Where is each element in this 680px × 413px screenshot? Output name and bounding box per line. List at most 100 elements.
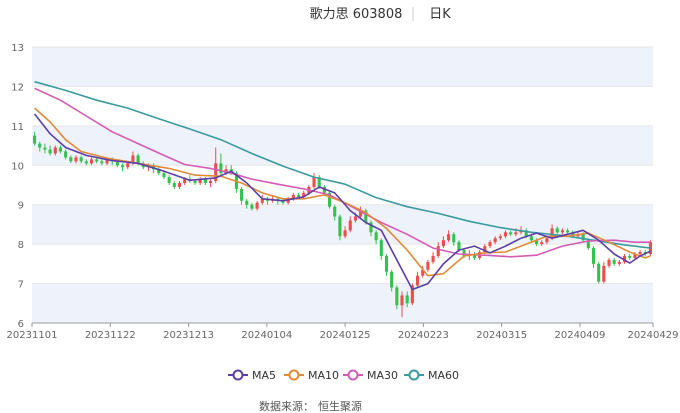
x-tick-label: 20231213 <box>163 330 214 341</box>
candle-body <box>571 232 575 237</box>
candle-body <box>426 261 430 270</box>
candle-body <box>343 230 347 237</box>
candle-body <box>302 192 306 197</box>
candle-body <box>452 234 456 243</box>
candle-body <box>115 161 119 166</box>
candle-body <box>648 242 652 254</box>
candle-body <box>64 151 68 158</box>
candle-body <box>415 275 420 286</box>
candle-body <box>364 210 368 223</box>
candle-body <box>540 242 544 245</box>
candle-body <box>177 183 182 187</box>
candle-body <box>622 255 627 262</box>
legend-item-ma5[interactable]: MA5 <box>228 369 276 382</box>
candle-body <box>208 181 213 184</box>
candle-body <box>296 194 301 197</box>
y-tick-label: 6 <box>18 319 24 330</box>
candle-body <box>162 173 166 178</box>
candle-body <box>219 163 223 174</box>
candle-body <box>79 157 83 162</box>
source-provider: 恒生聚源 <box>318 399 362 413</box>
candle-body <box>483 246 487 253</box>
candle-body <box>545 238 549 243</box>
candle-body <box>503 232 508 237</box>
candle-body <box>555 228 559 233</box>
candle-body <box>353 216 357 221</box>
plot-band-8 <box>32 204 653 245</box>
candle-body <box>183 179 187 184</box>
candle-body <box>131 155 135 164</box>
candle-body <box>535 240 539 245</box>
source-label: 数据来源： <box>259 399 314 413</box>
candle-body <box>612 259 616 264</box>
candle-body <box>493 238 497 243</box>
candle-body <box>203 179 207 184</box>
candle-body <box>550 228 554 239</box>
period-label: 日K <box>429 7 451 22</box>
candle-body <box>560 230 564 233</box>
candle-body <box>260 198 264 203</box>
candle-body <box>157 169 161 174</box>
candle-body <box>405 295 409 304</box>
candle-body <box>95 159 99 162</box>
candle-body <box>566 230 570 233</box>
candle-body <box>53 147 57 154</box>
candle-body <box>462 250 466 256</box>
candle-body <box>172 183 176 187</box>
candle-body <box>384 255 389 272</box>
candle-body <box>291 194 295 199</box>
candle-body <box>89 159 94 164</box>
candle-body <box>488 242 492 247</box>
x-tick-label: 20240429 <box>628 330 679 341</box>
y-tick-label: 12 <box>11 82 24 93</box>
candle-body <box>126 163 130 168</box>
candle-body <box>240 188 244 201</box>
candle-body <box>286 198 290 203</box>
candle-body <box>333 206 337 217</box>
candle-body <box>322 186 326 193</box>
candle-body <box>281 200 285 203</box>
x-tick-label: 20240315 <box>476 330 527 341</box>
legend-ma30-marker <box>347 369 359 381</box>
candle-body <box>447 234 451 241</box>
candle-body <box>250 204 254 209</box>
candle-body <box>431 255 435 262</box>
y-tick-label: 13 <box>11 43 24 54</box>
candle-body <box>514 232 518 235</box>
candle-body <box>369 222 373 233</box>
candle-body <box>105 159 109 164</box>
candle-body <box>121 165 125 168</box>
legend-item-ma60[interactable]: MA60 <box>404 369 459 382</box>
candle-body <box>338 216 342 237</box>
y-tick-label: 7 <box>18 280 24 291</box>
candle-body <box>436 246 440 256</box>
x-tick-label: 20240104 <box>241 330 292 341</box>
ma60-line <box>34 80 651 249</box>
candle-body <box>58 147 63 152</box>
candle-body <box>602 265 606 282</box>
legend-ma10-marker <box>288 369 300 381</box>
x-tick-label: 20231122 <box>85 330 136 341</box>
candle-body <box>100 161 104 164</box>
plot-band-12 <box>32 47 653 87</box>
candle-body <box>74 157 78 162</box>
plot-band-10 <box>32 125 653 166</box>
x-tick-label: 20240223 <box>398 330 449 341</box>
candle-body <box>400 295 404 306</box>
candle-body <box>198 179 202 184</box>
legend-item-ma30[interactable]: MA30 <box>343 369 398 382</box>
candle-body <box>374 232 378 241</box>
candle-body <box>43 147 47 150</box>
candle-body <box>410 285 414 304</box>
candle-body <box>84 161 88 164</box>
candle-body <box>591 248 596 264</box>
candle-body <box>524 230 528 237</box>
candle-body <box>379 240 383 256</box>
candle-body <box>214 163 218 182</box>
candle-body <box>617 261 621 264</box>
plot-bands <box>32 47 653 323</box>
legend: MA5 MA10 MA30 MA60 <box>228 369 459 382</box>
candle-body <box>441 240 445 247</box>
legend-ma5-marker <box>232 369 244 381</box>
legend-item-ma10[interactable]: MA10 <box>284 369 339 382</box>
